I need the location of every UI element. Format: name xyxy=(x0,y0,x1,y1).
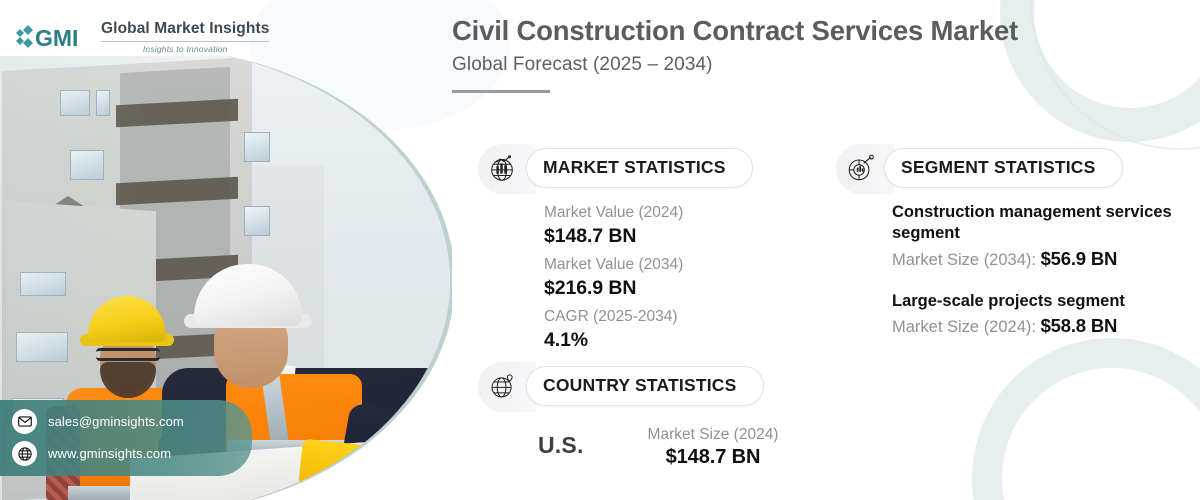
globe-pin-icon xyxy=(478,372,526,401)
contact-email-row[interactable]: sales@gminsights.com xyxy=(12,409,242,434)
segment-1-metric-label: Market Size (2034): xyxy=(892,250,1036,269)
spirit-level-window xyxy=(366,464,404,490)
segment-2-metric: Market Size (2024): $58.8 BN xyxy=(892,312,1186,340)
building-window xyxy=(244,206,270,236)
cagr-value: 4.1% xyxy=(544,329,589,352)
country-statistics-label: COUNTRY STATISTICS xyxy=(526,366,764,406)
page-subtitle: Global Forecast (2025 – 2034) xyxy=(452,53,713,75)
market-statistics-label: MARKET STATISTICS xyxy=(526,148,753,188)
yellow-hard-hat xyxy=(88,296,166,342)
segment-2-name: Large-scale projects segment xyxy=(892,291,1125,310)
market-statistics-block: MARKET STATISTICS Market Value (2024) $1… xyxy=(478,144,808,358)
building-window xyxy=(20,272,66,296)
country-metric: Market Size (2024) $148.7 BN xyxy=(648,424,779,469)
pie-chart-arrow-icon xyxy=(836,153,884,183)
segment-1-name: Construction management services segment xyxy=(892,203,1172,243)
market-value-2024-value: $148.7 BN xyxy=(544,225,637,248)
globe-bar-chart-icon xyxy=(478,153,526,183)
building-window xyxy=(60,90,90,116)
contact-panel: sales@gminsights.com www.gminsights.com xyxy=(0,400,252,476)
decorative-ring-bottom-right xyxy=(972,338,1200,500)
market-statistics-header: MARKET STATISTICS xyxy=(478,144,808,194)
segment-1-metric: Market Size (2034): $56.9 BN xyxy=(892,245,1186,273)
envelope-icon xyxy=(12,409,37,434)
segment-spacer xyxy=(892,273,1186,291)
country-statistics-block: COUNTRY STATISTICS U.S. Market Size (202… xyxy=(478,362,838,469)
segment-statistics-label: SEGMENT STATISTICS xyxy=(884,148,1123,188)
market-value-2024-label: Market Value (2024) xyxy=(544,204,684,221)
segment-statistics-header: SEGMENT STATISTICS xyxy=(836,144,1186,194)
contact-website-row[interactable]: www.gminsights.com xyxy=(12,441,242,466)
eyeglasses xyxy=(96,348,160,361)
country-metric-label: Market Size (2024) xyxy=(647,426,779,443)
segment-statistics-list: Construction management services segment… xyxy=(836,202,1186,340)
country-metric-value: $148.7 BN xyxy=(665,445,761,468)
header: Civil Construction Contract Services Mar… xyxy=(452,14,1072,93)
page-title: Civil Construction Contract Services Mar… xyxy=(452,15,1018,46)
segment-2-metric-label: Market Size (2024): xyxy=(892,318,1036,337)
country-statistics-row: U.S. Market Size (2024) $148.7 BN xyxy=(478,424,838,469)
building-window xyxy=(244,132,270,162)
contact-website-text: www.gminsights.com xyxy=(48,446,172,461)
gmi-logo[interactable]: GMI Global Market Insights Insights to I… xyxy=(12,20,270,54)
logo-company-name: Global Market Insights xyxy=(101,20,270,37)
logo-tagline: Insights to Innovation xyxy=(142,44,228,54)
contact-email-text: sales@gminsights.com xyxy=(48,414,184,429)
building-window xyxy=(16,332,68,362)
cagr-label: CAGR (2025-2034) xyxy=(544,307,678,325)
market-statistics-list: Market Value (2024) $148.7 BN Market Val… xyxy=(478,202,808,353)
svg-text:GMI: GMI xyxy=(35,25,78,51)
header-divider xyxy=(452,89,550,93)
logo-divider xyxy=(101,41,270,42)
country-statistics-header: COUNTRY STATISTICS xyxy=(478,362,838,412)
country-name: U.S. xyxy=(538,432,584,458)
segment-2-metric-value: $58.8 BN xyxy=(1040,315,1118,337)
market-value-2034-label: Market Value (2034) xyxy=(544,255,684,273)
building-window xyxy=(96,90,110,116)
segment-statistics-block: SEGMENT STATISTICS Construction manageme… xyxy=(836,144,1186,340)
gmi-logo-mark-icon: GMI xyxy=(12,22,92,52)
white-hard-hat xyxy=(194,264,302,326)
building-window xyxy=(70,150,104,180)
market-value-2034-value: $216.9 BN xyxy=(544,277,637,300)
globe-icon xyxy=(12,441,37,466)
segment-1-metric-value: $56.9 BN xyxy=(1040,247,1118,269)
